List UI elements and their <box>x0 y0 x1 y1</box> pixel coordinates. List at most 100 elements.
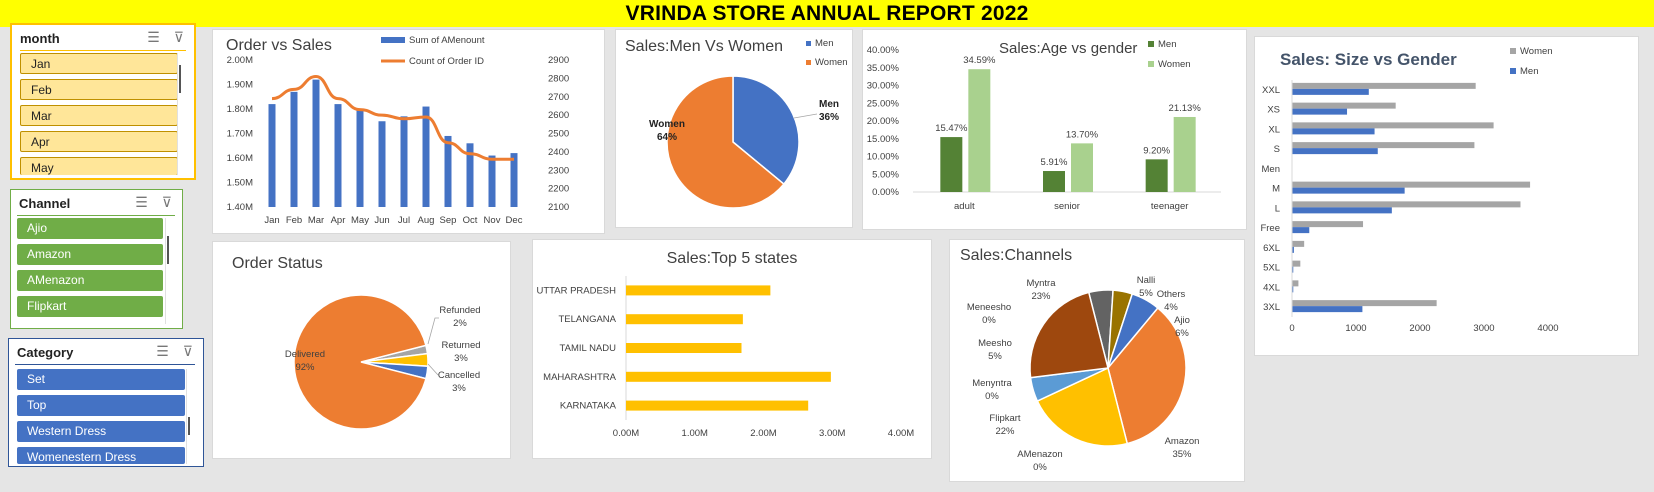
y-tick-label: XXL <box>1262 85 1280 96</box>
channel-slicer[interactable]: Channel ☰ ⊽ Ajio Amazon AMenazon Flipkart <box>10 189 183 329</box>
x-tick-label: 0.00M <box>613 428 639 439</box>
clear-filter-icon[interactable]: ⊽ <box>173 29 184 45</box>
y-right-tick-label: 2900 <box>548 55 569 66</box>
bar-women-xs <box>1292 102 1396 109</box>
slice-label-nalli: Nalli <box>1137 275 1155 286</box>
bar-may <box>356 109 364 207</box>
bar-women-teenager <box>1173 116 1196 192</box>
slicer-scrollbar[interactable] <box>165 218 174 324</box>
legend-swatch-women <box>1148 61 1154 67</box>
y-left-tick-label: 1.50M <box>227 178 253 189</box>
bar-karnataka <box>626 400 809 411</box>
legend-swatch-bars <box>381 37 405 43</box>
x-tick-label: Aug <box>418 215 435 226</box>
y-tick-label: M <box>1272 184 1280 195</box>
legend-label: Sum of AMenount <box>409 35 485 46</box>
y-right-tick-label: 2300 <box>548 165 569 176</box>
slice-pct-delivered: 92% <box>295 362 315 373</box>
leader-line <box>427 317 439 345</box>
multi-select-icon[interactable]: ☰ <box>156 343 169 359</box>
y-tick-label: Free <box>1260 223 1280 234</box>
slice-pct-ajio: 6% <box>1175 328 1189 339</box>
bar-telangana <box>626 314 743 325</box>
y-tick-label: Men <box>1262 164 1280 175</box>
y-tick-label: 25.00% <box>867 98 900 109</box>
slice-label-men: Men <box>819 99 839 110</box>
month-slicer[interactable]: month ☰ ⊽ Jan Feb Mar Apr May <box>10 23 196 180</box>
clear-filter-icon[interactable]: ⊽ <box>182 343 193 359</box>
bar-jul <box>400 116 408 207</box>
x-tick-label: Sep <box>440 215 457 226</box>
clear-filter-icon[interactable]: ⊽ <box>161 194 172 210</box>
top-states-panel: Sales:Top 5 states UTTAR PRADESH TELANGANA… <box>532 239 932 459</box>
order-vs-sales-panel: Order vs Sales 1.40M 1.50M 1.60M 1.70M 1.80M 1… <box>212 29 605 234</box>
slicer-item-feb[interactable]: Feb <box>20 79 178 100</box>
slicer-item-ajio[interactable]: Ajio <box>17 218 163 239</box>
bar-apr <box>334 104 342 207</box>
slicer-item-mar[interactable]: Mar <box>20 105 178 126</box>
slice-label-ajio: Ajio <box>1174 315 1190 326</box>
size-vs-gender-chart: Sales: Size vs Gender XXL XS XL S Men ML Free 6X… <box>1260 46 1558 334</box>
chart-title: Order Status <box>232 255 323 272</box>
category-slicer[interactable]: Category ☰ ⊽ Set Top Western Dress Womene… <box>8 338 204 467</box>
y-left-tick-label: 1.60M <box>227 153 253 164</box>
channels-chart: Sales:Channels Nalli 5% Others 4% Ajio 6% Amazo… <box>960 247 1200 473</box>
slicer-item-womenestern-dress[interactable]: Womenestern Dress <box>17 447 185 464</box>
bar-women-5xl <box>1292 260 1301 267</box>
bar-men-5xl <box>1292 266 1294 273</box>
legend-label: Men <box>815 38 833 49</box>
bar-women-xl <box>1292 122 1494 129</box>
bar-dec <box>510 153 518 207</box>
x-tick-label: 2000 <box>1409 323 1430 334</box>
y-tick-label: XS <box>1267 105 1280 116</box>
bar-jan <box>268 104 276 207</box>
slicer-item-amazon[interactable]: Amazon <box>17 244 163 265</box>
slicer-item-may[interactable]: May <box>20 157 178 175</box>
slicer-item-amenazon[interactable]: AMenazon <box>17 270 163 291</box>
bar-women-m <box>1292 181 1531 188</box>
y-tick-label: 6XL <box>1263 243 1280 254</box>
bar-men-4xl <box>1292 286 1294 293</box>
slicer-item-top[interactable]: Top <box>17 395 185 416</box>
legend-label: Count of Order ID <box>409 56 484 67</box>
y-tick-label: 3XL <box>1263 302 1280 313</box>
bar-mar <box>312 79 320 207</box>
slicer-item-set[interactable]: Set <box>17 369 185 390</box>
bar-women-3xl <box>1292 300 1437 307</box>
slice-pct-refunded: 2% <box>453 318 467 329</box>
slicer-item-jan[interactable]: Jan <box>20 53 178 74</box>
bar-men-3xl <box>1292 306 1363 313</box>
slice-label-menyntra: Menyntra <box>972 378 1012 389</box>
bar-men-m <box>1292 187 1405 194</box>
bar-men-xs <box>1292 108 1348 115</box>
multi-select-icon[interactable]: ☰ <box>147 29 160 45</box>
legend-label: Women <box>1158 59 1191 70</box>
slicer-item-flipkart[interactable]: Flipkart <box>17 296 163 317</box>
age-vs-gender-panel: Sales:Age vs gender 0.00% 5.00% 10.00% 15.00… <box>862 29 1247 230</box>
slicer-item-western-dress[interactable]: Western Dress <box>17 421 185 442</box>
slice-label-amenazon: AMenazon <box>1017 449 1062 460</box>
bar-women-adult <box>968 69 991 192</box>
data-label: 34.59% <box>963 55 996 66</box>
slice-label-cancelled: Cancelled <box>438 370 480 381</box>
slice-label-refunded: Refunded <box>439 305 480 316</box>
y-left-tick-label: 1.70M <box>227 129 253 140</box>
legend-label: Men <box>1158 39 1176 50</box>
y-tick-label: 5XL <box>1263 263 1280 274</box>
data-label: 5.91% <box>1041 157 1068 168</box>
slicer-divider <box>20 50 186 51</box>
x-tick-label: Nov <box>484 215 501 226</box>
slicer-header: month <box>20 31 60 46</box>
slicer-scrollbar[interactable] <box>177 53 186 175</box>
bar-sep <box>444 135 452 207</box>
chart-title: Order vs Sales <box>226 37 332 54</box>
chart-title: Sales:Channels <box>960 247 1072 264</box>
slicer-header: Channel <box>19 196 71 211</box>
slice-label-amazon: Amazon <box>1165 436 1200 447</box>
slicer-scrollbar[interactable] <box>186 369 195 464</box>
order-count-line <box>271 75 514 161</box>
y-tick-label: 40.00% <box>867 45 900 56</box>
multi-select-icon[interactable]: ☰ <box>135 194 148 210</box>
bar-aug <box>422 106 430 207</box>
slicer-item-apr[interactable]: Apr <box>20 131 178 152</box>
